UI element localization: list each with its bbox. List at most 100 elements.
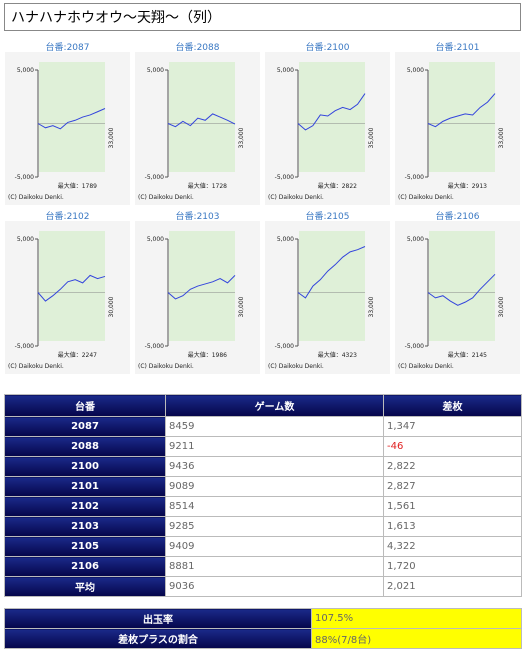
graph-deco (429, 231, 495, 341)
max-label: 最大値：1986 (188, 351, 227, 359)
copyright: (C) Daikoku Denki. (268, 194, 324, 201)
cell: 2,827 (383, 476, 522, 497)
cell: 107.5% (311, 608, 522, 629)
machine-link[interactable]: 台番:2101 (435, 43, 480, 53)
coin-line (427, 93, 496, 128)
coin-line (297, 246, 366, 299)
graph: 5,000 -5,000 33,000 最大値：4323 (C) Daikoku Den… (265, 221, 390, 374)
cell: 2,822 (383, 456, 522, 477)
x-end-label: 33,000 (108, 127, 115, 148)
graph-deco (39, 231, 105, 341)
x-end-label: 30,000 (108, 296, 115, 317)
x-end-label: 33,000 (238, 127, 245, 148)
cell: 2,021 (383, 576, 522, 597)
y-tick-label: -5,000 (405, 174, 425, 181)
cell: 1,561 (383, 496, 522, 517)
graph: 5,000 -5,000 33,000 最大値：2913 (C) Daikoku Den… (395, 52, 520, 205)
row-label: 平均 (4, 576, 166, 597)
graph-deco (39, 62, 105, 172)
x-end-label: 30,000 (498, 296, 505, 317)
y-tick-label: 5,000 (277, 236, 294, 243)
copyright: (C) Daikoku Denki. (268, 363, 324, 370)
table-row: 平均 9036 2,021 (4, 576, 522, 597)
machine-link[interactable]: 台番:2088 (175, 43, 220, 53)
row-label: 差枚プラスの割合 (4, 628, 312, 649)
graph: 5,000 -5,000 30,000 最大値：2145 (C) Daikoku Den… (395, 221, 520, 374)
coin-line (167, 275, 236, 300)
row-label: 出玉率 (4, 608, 312, 629)
copyright: (C) Daikoku Denki. (138, 194, 194, 201)
x-end-label: 30,000 (238, 296, 245, 317)
table-header: 台番 ゲーム数 差枚 (4, 394, 522, 417)
column-header: ゲーム数 (165, 394, 384, 417)
cell: 1,347 (383, 416, 522, 437)
cell: 88%(7/8台) (311, 628, 522, 649)
table-row: 2088 9211 -46 (4, 436, 522, 457)
max-label: 最大値：2145 (448, 351, 487, 359)
machine-link[interactable]: 台番:2102 (45, 212, 90, 222)
row-label: 2100 (4, 456, 166, 477)
cell: 8881 (165, 556, 384, 577)
cell: -46 (383, 436, 522, 457)
y-tick-label: 5,000 (277, 67, 294, 74)
column-header: 台番 (4, 394, 166, 417)
y-tick-label: 5,000 (147, 236, 164, 243)
cell: 9285 (165, 516, 384, 537)
max-label: 最大値：4323 (318, 351, 357, 359)
graph-deco (299, 62, 365, 172)
coin-line (37, 274, 106, 302)
row-label: 2102 (4, 496, 166, 517)
graph-deco (429, 62, 495, 172)
max-label: 最大値：2247 (58, 351, 97, 359)
machine-link[interactable]: 台番:2100 (305, 43, 350, 53)
summary-table: 出玉率 107.5% 差枚プラスの割合 88%(7/8台) (4, 608, 522, 649)
table-row: 2101 9089 2,827 (4, 476, 522, 497)
graph: 5,000 -5,000 33,000 最大値：1789 (C) Daikoku Den… (5, 52, 130, 205)
graph-deco (169, 62, 235, 172)
row-label: 2103 (4, 516, 166, 537)
summary-row: 差枚プラスの割合 88%(7/8台) (4, 628, 522, 649)
cell: 1,613 (383, 516, 522, 537)
machine-link[interactable]: 台番:2105 (305, 212, 350, 222)
max-label: 最大値：1789 (58, 182, 97, 190)
max-label: 最大値：2822 (318, 182, 357, 190)
row-label: 2087 (4, 416, 166, 437)
y-tick-label: -5,000 (275, 343, 295, 350)
table-row: 2087 8459 1,347 (4, 416, 522, 437)
machine-link[interactable]: 台番:2103 (175, 212, 220, 222)
max-label: 最大値：1728 (188, 182, 227, 190)
machine-link[interactable]: 台番:2106 (435, 212, 480, 222)
coin-line (37, 108, 106, 130)
y-tick-label: 5,000 (17, 236, 34, 243)
table-row: 2105 9409 4,322 (4, 536, 522, 557)
column-header: 差枚 (383, 394, 522, 417)
table-row: 2106 8881 1,720 (4, 556, 522, 577)
page-title: ハナハナホウオウ〜天翔〜（列） (4, 3, 521, 31)
y-tick-label: -5,000 (145, 174, 165, 181)
graph: 5,000 -5,000 33,000 最大値：1728 (C) Daikoku Den… (135, 52, 260, 205)
cell: 9036 (165, 576, 384, 597)
summary-row: 出玉率 107.5% (4, 608, 522, 629)
data-table: 台番 ゲーム数 差枚 2087 8459 1,347 2088 9211 -46 2100 943… (4, 394, 522, 597)
graph: 5,000 -5,000 30,000 最大値：1986 (C) Daikoku Den… (135, 221, 260, 374)
cell: 8514 (165, 496, 384, 517)
row-label: 2088 (4, 436, 166, 457)
y-tick-label: 5,000 (17, 67, 34, 74)
copyright: (C) Daikoku Denki. (398, 194, 454, 201)
table-row: 2103 9285 1,613 (4, 516, 522, 537)
cell: 9409 (165, 536, 384, 557)
graph-deco (169, 231, 235, 341)
machine-link[interactable]: 台番:2087 (45, 43, 90, 53)
max-label: 最大値：2913 (448, 182, 487, 190)
cell: 9211 (165, 436, 384, 457)
x-end-label: 33,000 (498, 127, 505, 148)
copyright: (C) Daikoku Denki. (8, 363, 64, 370)
row-label: 2106 (4, 556, 166, 577)
cell: 9089 (165, 476, 384, 497)
x-end-label: 35,000 (368, 127, 375, 148)
copyright: (C) Daikoku Denki. (398, 363, 454, 370)
coin-line (167, 113, 236, 128)
row-label: 2101 (4, 476, 166, 497)
y-tick-label: 5,000 (407, 67, 424, 74)
